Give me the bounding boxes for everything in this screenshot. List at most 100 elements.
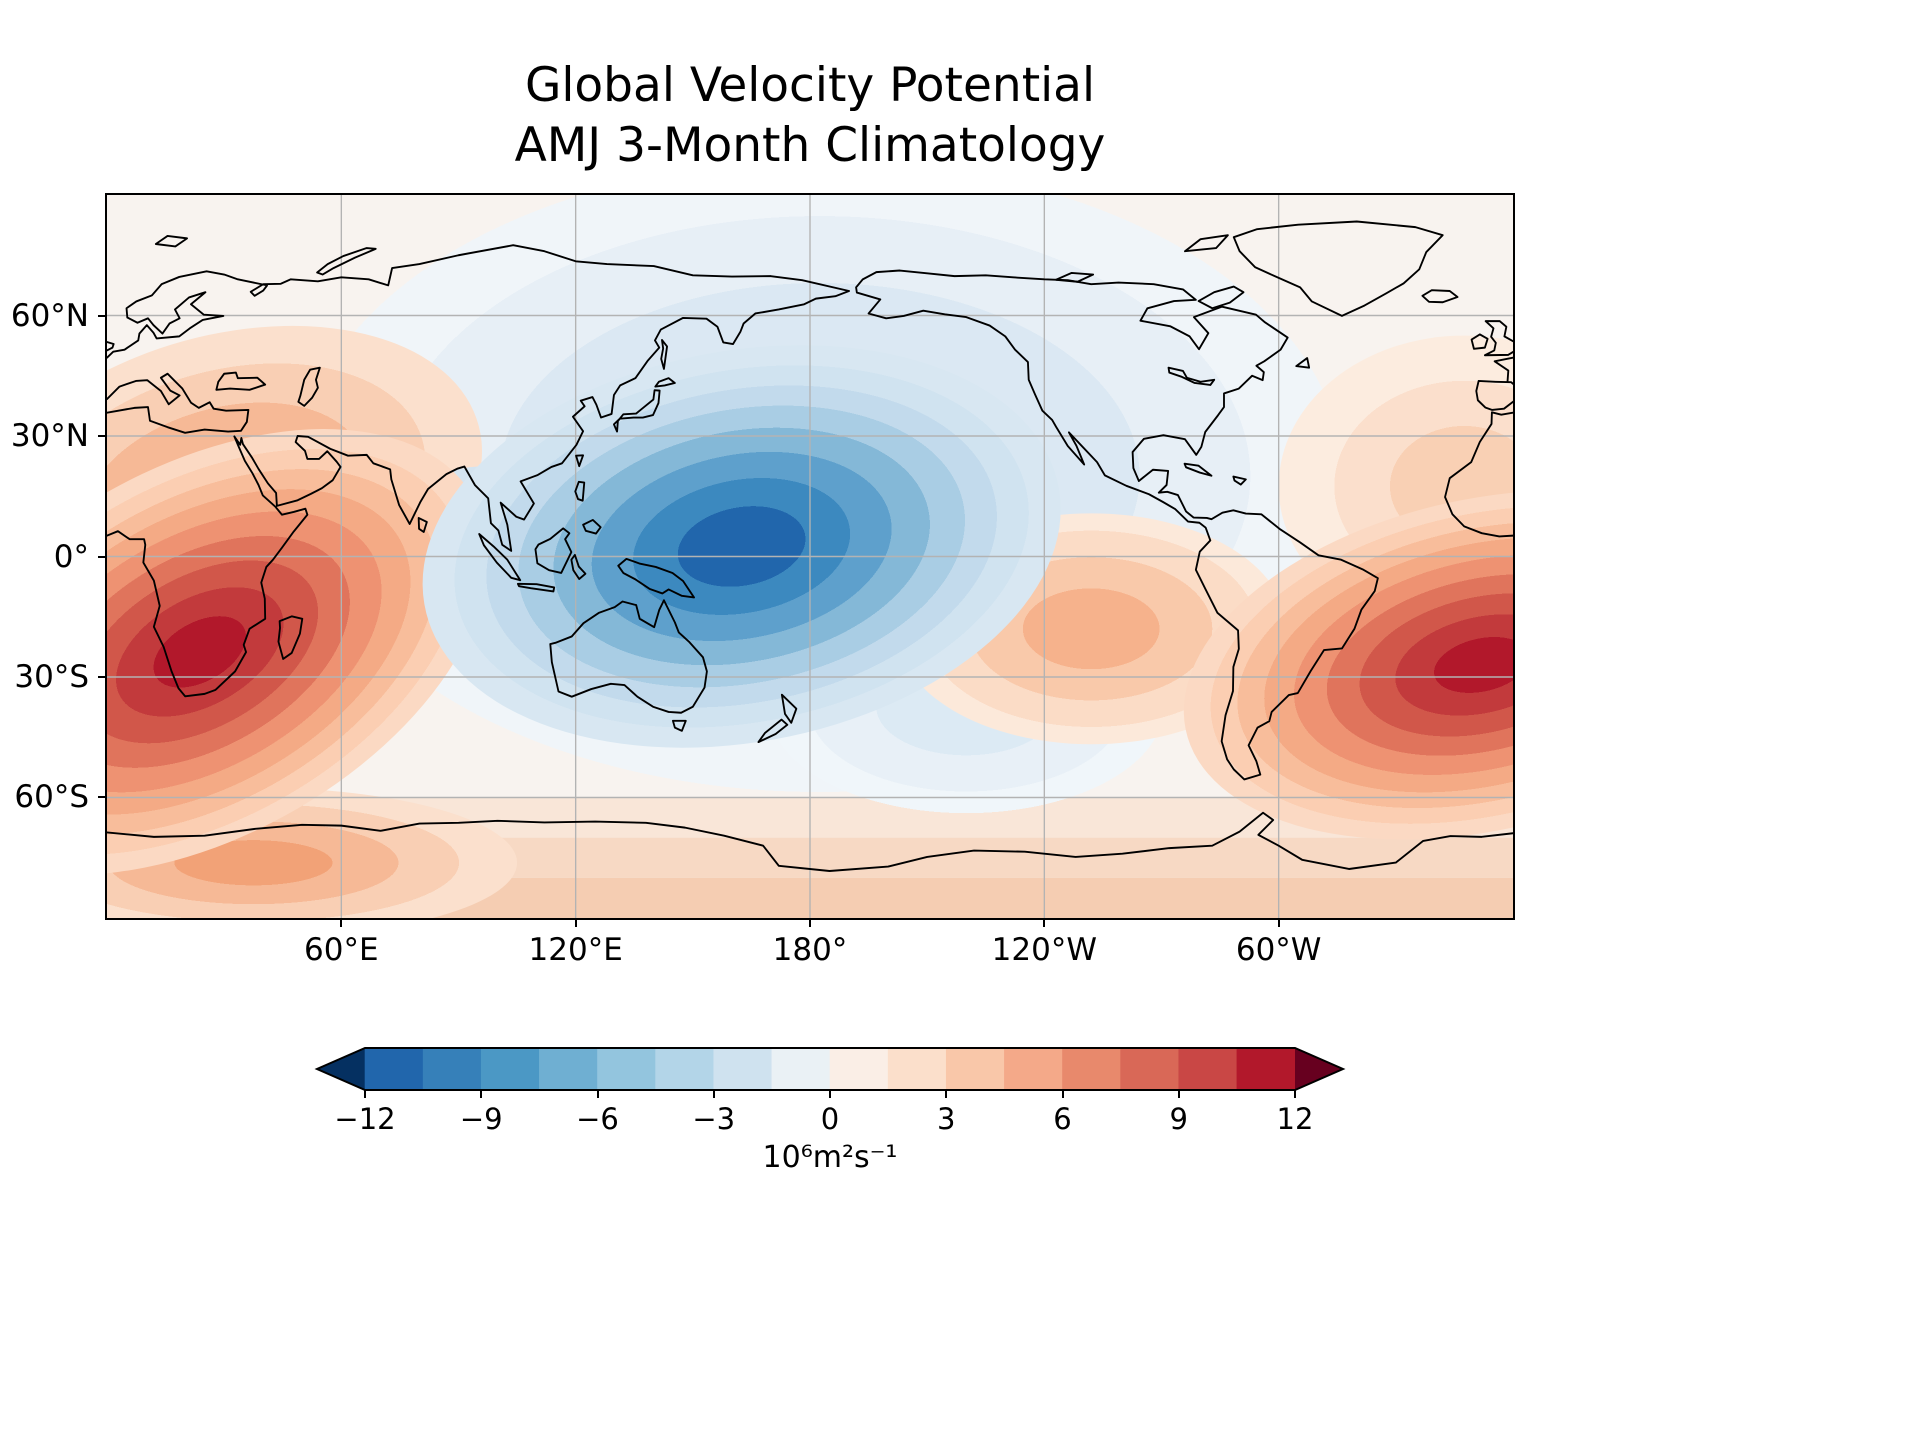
gridlines (107, 195, 1513, 918)
coastline (1475, 380, 1513, 411)
colorbar-tick-mark (945, 1090, 948, 1098)
colorbar-tick-mark (480, 1090, 483, 1098)
colorbar-band (1004, 1048, 1063, 1090)
coastline (574, 480, 586, 502)
x-tick-label: 60°E (304, 932, 379, 968)
colorbar-tick-label: 9 (1169, 1102, 1188, 1136)
colorbar-tick-mark (1061, 1090, 1064, 1098)
coastline (1483, 320, 1513, 357)
colorbar-tick-label: 6 (1053, 1102, 1072, 1136)
colorbar-svg (314, 1047, 1346, 1091)
x-tick-label: 180° (772, 932, 848, 968)
coastline (1232, 220, 1444, 317)
contour-field (107, 195, 1513, 918)
coastline (1421, 289, 1459, 304)
colorbar-band (422, 1048, 482, 1090)
coastline (660, 339, 668, 370)
y-tick-label: 60°S (14, 779, 89, 816)
coastline (617, 557, 695, 599)
colorbar-tick-mark (364, 1090, 366, 1098)
x-tick-mark (809, 918, 811, 927)
y-tick-label: 30°S (14, 659, 89, 695)
coastline (107, 244, 850, 698)
colorbar-tick-label: 0 (820, 1102, 840, 1136)
x-tick-label: 120°E (528, 932, 623, 968)
x-tick-mark (1043, 918, 1046, 927)
x-tick-mark (574, 918, 577, 927)
chart-title: Global Velocity Potential AMJ 3-Month Cl… (105, 56, 1515, 176)
coastline (215, 371, 267, 391)
colorbar-band (945, 1048, 1005, 1090)
coastline (1184, 234, 1229, 253)
coastline (613, 389, 661, 433)
x-tick-label: 60°W (1235, 932, 1322, 968)
colorbar-tick-label: −3 (692, 1102, 736, 1136)
coastlines (107, 220, 1513, 872)
west-pacific-blue-core (422, 345, 1061, 748)
colorbar-unit-label: 10⁶m²s⁻¹ (762, 1140, 898, 1175)
coastline (1197, 285, 1245, 310)
colorbar-band (829, 1048, 889, 1090)
colorbar-band (480, 1048, 540, 1090)
colorbar-band (713, 1048, 773, 1090)
colorbar-tick-label: 12 (1276, 1102, 1314, 1136)
y-tick-label: 0° (53, 538, 89, 575)
coastline (1167, 366, 1216, 386)
colorbar-band (539, 1048, 598, 1090)
coastline (478, 533, 522, 582)
colorbar-tick-label: −9 (459, 1102, 503, 1136)
colorbar-tick-label: 3 (937, 1102, 956, 1136)
x-tick-label: 120°W (991, 932, 1097, 968)
coastline (780, 693, 798, 724)
coastline (1295, 357, 1311, 369)
coastline (855, 269, 1379, 781)
y-tick-mark (98, 676, 107, 678)
coastline (575, 454, 585, 468)
y-tick-label: 60°N (10, 297, 89, 334)
colorbar-band (1178, 1048, 1238, 1090)
coastline (1470, 333, 1489, 350)
colorbar-band (1236, 1048, 1296, 1090)
x-tick-mark (1277, 918, 1280, 927)
coastline (417, 516, 428, 533)
colorbar-band (771, 1048, 831, 1090)
coastline (549, 599, 708, 714)
colorbar-tick-label: −6 (576, 1102, 619, 1136)
colorbar-tick-mark (829, 1090, 831, 1098)
coastline (534, 527, 573, 574)
coastline (107, 341, 115, 352)
coastline (297, 366, 321, 407)
southern-africa-red-core (107, 429, 489, 875)
coastline (1444, 411, 1513, 538)
y-tick-mark (98, 555, 107, 558)
coastline (654, 377, 676, 388)
chart-title-line2: AMJ 3-Month Climatology (514, 118, 1106, 174)
colorbar-band (887, 1048, 947, 1090)
y-tick-mark (98, 314, 107, 317)
colorbar-over-arrow (1295, 1048, 1343, 1090)
colorbar-band (597, 1048, 656, 1090)
south-atlantic-red-core (1183, 490, 1513, 840)
coastline (671, 719, 687, 732)
velocity-potential-map (107, 195, 1513, 918)
colorbar-tick-mark (712, 1090, 715, 1098)
coastline (107, 811, 1513, 872)
coastline (516, 582, 556, 593)
colorbar-tick-label: −12 (334, 1102, 396, 1136)
colorbar-under-arrow (317, 1048, 365, 1090)
colorbar: −12 −9 −6 −3 0 3 6 9 12 (314, 1047, 1346, 1136)
coastline (107, 372, 250, 434)
coastline (154, 235, 188, 248)
y-tick-mark (98, 796, 107, 799)
chart-title-line1: Global Velocity Potential (524, 58, 1096, 113)
colorbar-band (1062, 1048, 1121, 1090)
map-axes: 60°E 120°E 180° 120°W 60°W 60°N 30°N 0° 30°S 60°S (11, 193, 1515, 968)
coastline (277, 615, 304, 660)
coastline (1183, 462, 1213, 477)
coastline (582, 518, 602, 535)
coastline (1055, 271, 1095, 283)
colorbar-band (364, 1048, 424, 1090)
y-tick-label: 30°N (10, 417, 89, 454)
y-tick-mark (98, 434, 107, 437)
